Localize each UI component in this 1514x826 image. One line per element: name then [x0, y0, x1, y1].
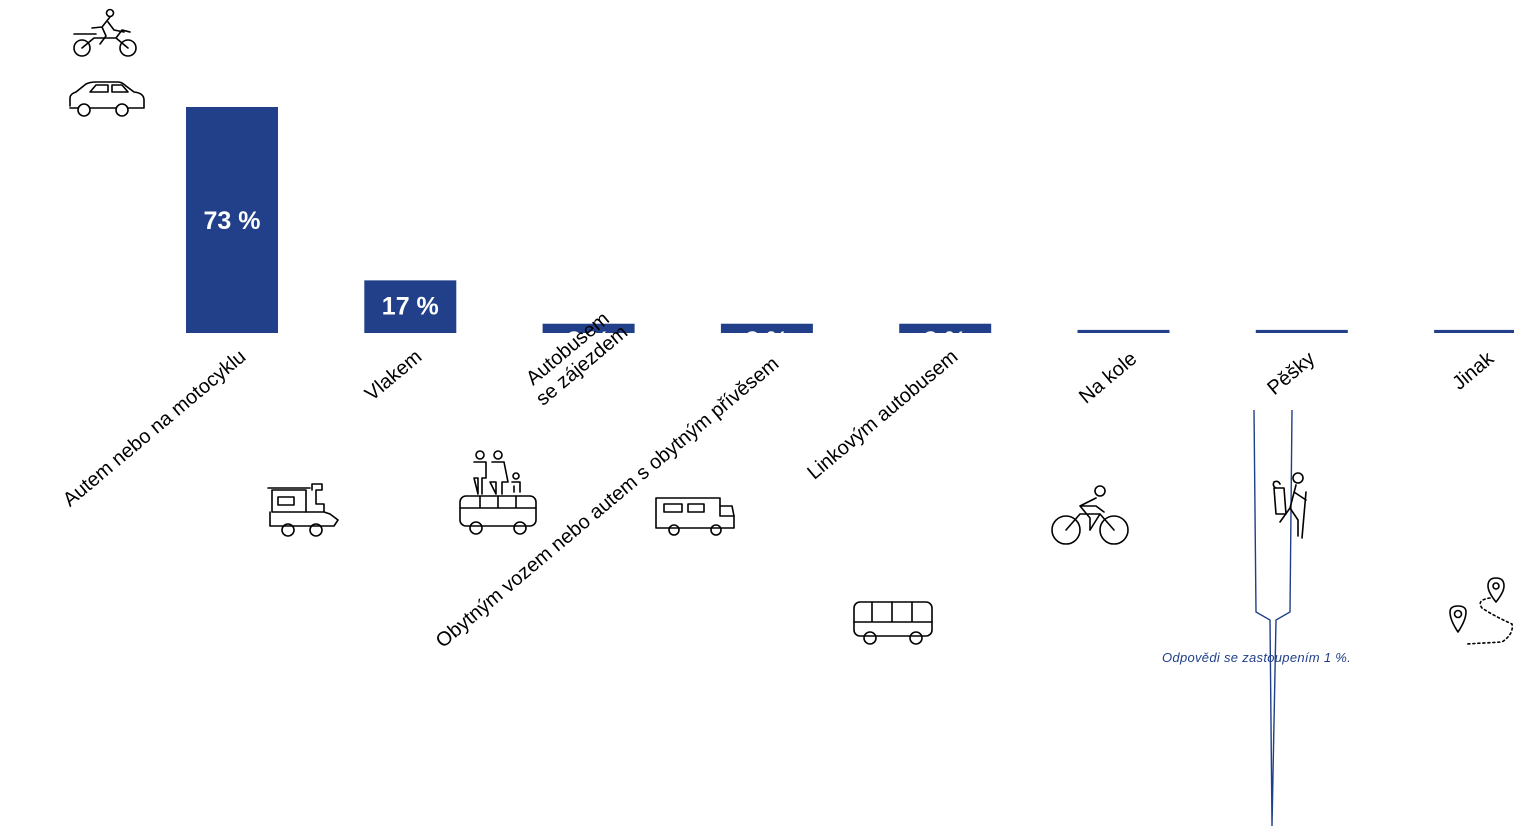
- hiker-icon: [1272, 472, 1307, 539]
- bicycle-icon: [1051, 485, 1129, 545]
- category-label: Obytným vozem nebo autem s obytným přívě…: [432, 353, 783, 653]
- bar-4: [899, 323, 992, 333]
- category-label: Autobusemse zájezdem: [518, 304, 632, 410]
- category-label-line: Obytným vozem nebo autem s obytným přívě…: [432, 353, 783, 653]
- bar-value-label: 3 %: [924, 327, 967, 355]
- category-label: Na kole: [1075, 348, 1141, 408]
- category-label: Autem nebo na motocyklu: [59, 346, 250, 511]
- category-label-line: Vlakem: [361, 346, 426, 406]
- bar-0: [186, 107, 278, 333]
- category-label: Linkovým autobusem: [803, 346, 962, 484]
- bar-7: [1434, 329, 1514, 333]
- bar-3: [720, 323, 813, 333]
- category-labels-layer: Autem nebo na motocyklu Vlakem Autobusemse…: [59, 304, 1499, 653]
- bar-2: [542, 323, 635, 333]
- camper-van-icon: [655, 497, 735, 536]
- bar-value-label: 3 %: [567, 327, 610, 355]
- callout-bracket: [1253, 409, 1293, 826]
- motorcycle-icon: [73, 8, 137, 57]
- bar-6: [1255, 329, 1348, 333]
- category-label: Pěšky: [1263, 348, 1319, 400]
- category-label-line: Linkovým autobusem: [803, 346, 962, 484]
- category-label-line: Autem nebo na motocyklu: [59, 346, 250, 511]
- tour-bus-icon: [459, 450, 537, 535]
- bars-layer: 73 % 17 % 3 % 3 % 3 %: [186, 107, 1514, 355]
- bar-value-label: 73 %: [204, 207, 261, 235]
- category-label-line: Na kole: [1075, 348, 1141, 408]
- bar-value-label: 17 %: [382, 292, 439, 320]
- category-label-line: Jinak: [1448, 347, 1499, 395]
- bus-icon: [853, 601, 933, 645]
- route-icon: [1449, 577, 1514, 645]
- bar-5: [1077, 329, 1170, 333]
- category-label-line: Pěšky: [1263, 348, 1319, 400]
- bar-value-label: 3 %: [745, 327, 788, 355]
- train-icon: [267, 483, 339, 537]
- bar-1: [364, 280, 457, 333]
- category-label: Jinak: [1448, 347, 1499, 395]
- car-icon: [69, 81, 145, 117]
- category-label: Vlakem: [361, 346, 426, 406]
- footnote: Odpovědi se zastoupením 1 %.: [1162, 650, 1352, 665]
